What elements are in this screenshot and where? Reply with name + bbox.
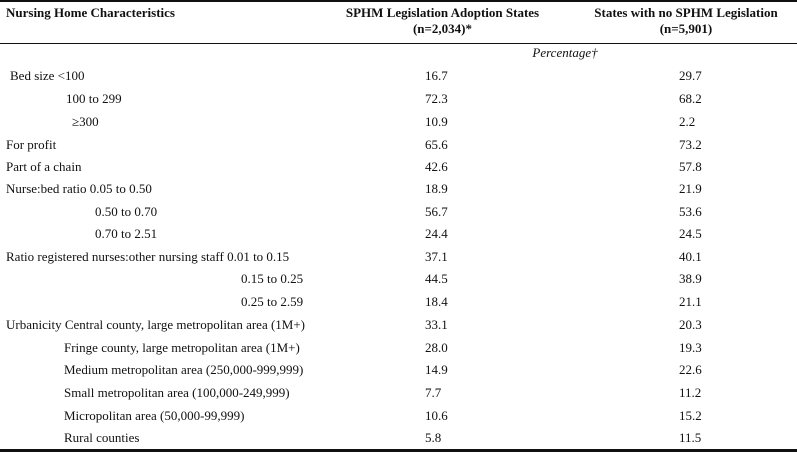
adoption-value: 65.6 [425, 137, 448, 152]
row-label: 0.50 to 0.70 [95, 204, 158, 219]
table-row: 100 to 299 72.3 68.2 [0, 91, 797, 114]
table-row: Micropolitan area (50,000-99,999) 10.6 1… [0, 408, 797, 431]
no-legislation-value: 57.8 [679, 159, 702, 174]
column-header-characteristics: Nursing Home Characteristics [6, 5, 175, 20]
row-label: 0.15 to 0.25 [241, 271, 304, 286]
table-row: Part of a chain 42.6 57.8 [0, 159, 797, 182]
column-header-adoption-states-n: (n=2,034)* [412, 21, 473, 36]
adoption-value: 14.9 [425, 362, 448, 377]
adoption-value: 72.3 [425, 91, 448, 106]
row-label: Fringe county, large metropolitan area (… [64, 340, 300, 355]
percentage-subheader: Percentage† [532, 45, 598, 60]
table-top-rule [0, 0, 797, 2]
table-row: Nurse:bed ratio 0.05 to 0.50 18.9 21.9 [0, 181, 797, 204]
no-legislation-value: 11.2 [679, 385, 702, 400]
adoption-value: 10.6 [425, 408, 448, 423]
no-legislation-value: 21.1 [679, 294, 702, 309]
header-divider-rule [0, 43, 797, 44]
column-header-no-legislation-states: States with no SPHM Legislation (n=5,901… [580, 5, 792, 37]
adoption-value: 24.4 [425, 226, 448, 241]
table-row: Small metropolitan area (100,000-249,999… [0, 385, 797, 408]
row-label: Nurse:bed ratio 0.05 to 0.50 [6, 181, 152, 196]
table-bottom-rule [0, 449, 797, 452]
adoption-value: 5.8 [425, 430, 442, 445]
adoption-value: 56.7 [425, 204, 448, 219]
table-row: 0.70 to 2.51 24.4 24.5 [0, 226, 797, 249]
adoption-value: 28.0 [425, 340, 448, 355]
no-legislation-value: 73.2 [679, 137, 702, 152]
adoption-value: 42.6 [425, 159, 448, 174]
adoption-value: 18.9 [425, 181, 448, 196]
row-label: 0.70 to 2.51 [95, 226, 158, 241]
row-label: 100 to 299 [66, 91, 122, 106]
no-legislation-value: 15.2 [679, 408, 702, 423]
table-row: Rural counties 5.8 11.5 [0, 430, 797, 453]
no-legislation-value: 19.3 [679, 340, 702, 355]
adoption-value: 18.4 [425, 294, 448, 309]
column-header-adoption-states: SPHM Legislation Adoption States (n=2,03… [330, 5, 555, 37]
table-row: 0.15 to 0.25 44.5 38.9 [0, 271, 797, 294]
no-legislation-value: 20.3 [679, 317, 702, 332]
adoption-value: 16.7 [425, 68, 448, 83]
table-row: Medium metropolitan area (250,000-999,99… [0, 362, 797, 385]
row-label: Micropolitan area (50,000-99,999) [64, 408, 245, 423]
adoption-value: 7.7 [425, 385, 442, 400]
no-legislation-value: 2.2 [679, 114, 696, 129]
row-label: Urbanicity Central county, large metropo… [6, 317, 306, 332]
table-row: 0.50 to 0.70 56.7 53.6 [0, 204, 797, 227]
row-label: For profit [6, 137, 57, 152]
row-label: Medium metropolitan area (250,000-999,99… [64, 362, 304, 377]
table-row: Ratio registered nurses:other nursing st… [0, 249, 797, 272]
table-row: Fringe county, large metropolitan area (… [0, 340, 797, 363]
adoption-value: 10.9 [425, 114, 448, 129]
row-label: Part of a chain [6, 159, 82, 174]
no-legislation-value: 53.6 [679, 204, 702, 219]
column-header-adoption-states-title: SPHM Legislation Adoption States [345, 5, 540, 20]
table-row: For profit 65.6 73.2 [0, 137, 797, 160]
column-header-no-legislation-n: (n=5,901) [659, 21, 713, 36]
no-legislation-value: 38.9 [679, 271, 702, 286]
adoption-value: 44.5 [425, 271, 448, 286]
table-row: 0.25 to 2.59 18.4 21.1 [0, 294, 797, 317]
adoption-value: 37.1 [425, 249, 448, 264]
no-legislation-value: 22.6 [679, 362, 702, 377]
no-legislation-value: 11.5 [679, 430, 702, 445]
column-header-no-legislation-title: States with no SPHM Legislation [594, 5, 778, 20]
row-label: ≥300 [72, 114, 99, 129]
no-legislation-value: 29.7 [679, 68, 702, 83]
no-legislation-value: 40.1 [679, 249, 702, 264]
row-label: Small metropolitan area (100,000-249,999… [64, 385, 290, 400]
row-label: Bed size <100 [10, 68, 85, 83]
table-row: Urbanicity Central county, large metropo… [0, 317, 797, 340]
row-label: Rural counties [64, 430, 140, 445]
no-legislation-value: 24.5 [679, 226, 702, 241]
row-label: 0.25 to 2.59 [241, 294, 304, 309]
row-label: Ratio registered nurses:other nursing st… [6, 249, 290, 264]
no-legislation-value: 21.9 [679, 181, 702, 196]
no-legislation-value: 68.2 [679, 91, 702, 106]
table-row: Bed size <100 16.7 29.7 [0, 68, 797, 91]
adoption-value: 33.1 [425, 317, 448, 332]
table-row: ≥300 10.9 2.2 [0, 114, 797, 137]
